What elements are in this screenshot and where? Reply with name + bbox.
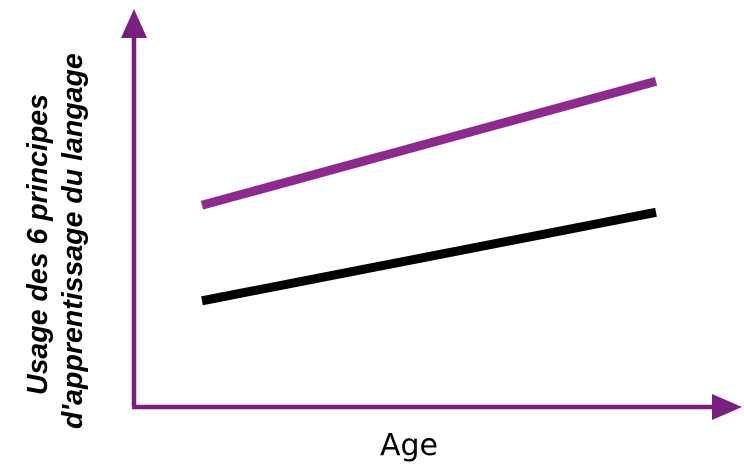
x-axis-label: Age <box>380 428 438 463</box>
series-layer <box>200 76 658 306</box>
y-axis-arrowhead <box>121 9 147 38</box>
axes <box>121 9 742 420</box>
series-line-1 <box>200 76 658 210</box>
y-axis-label-line-2: d'apprentissage du langage <box>57 53 89 429</box>
x-axis-arrowhead <box>712 394 742 420</box>
series-line-2 <box>201 207 657 306</box>
y-axis-label-line-1: Usage des 6 principes <box>22 94 54 395</box>
